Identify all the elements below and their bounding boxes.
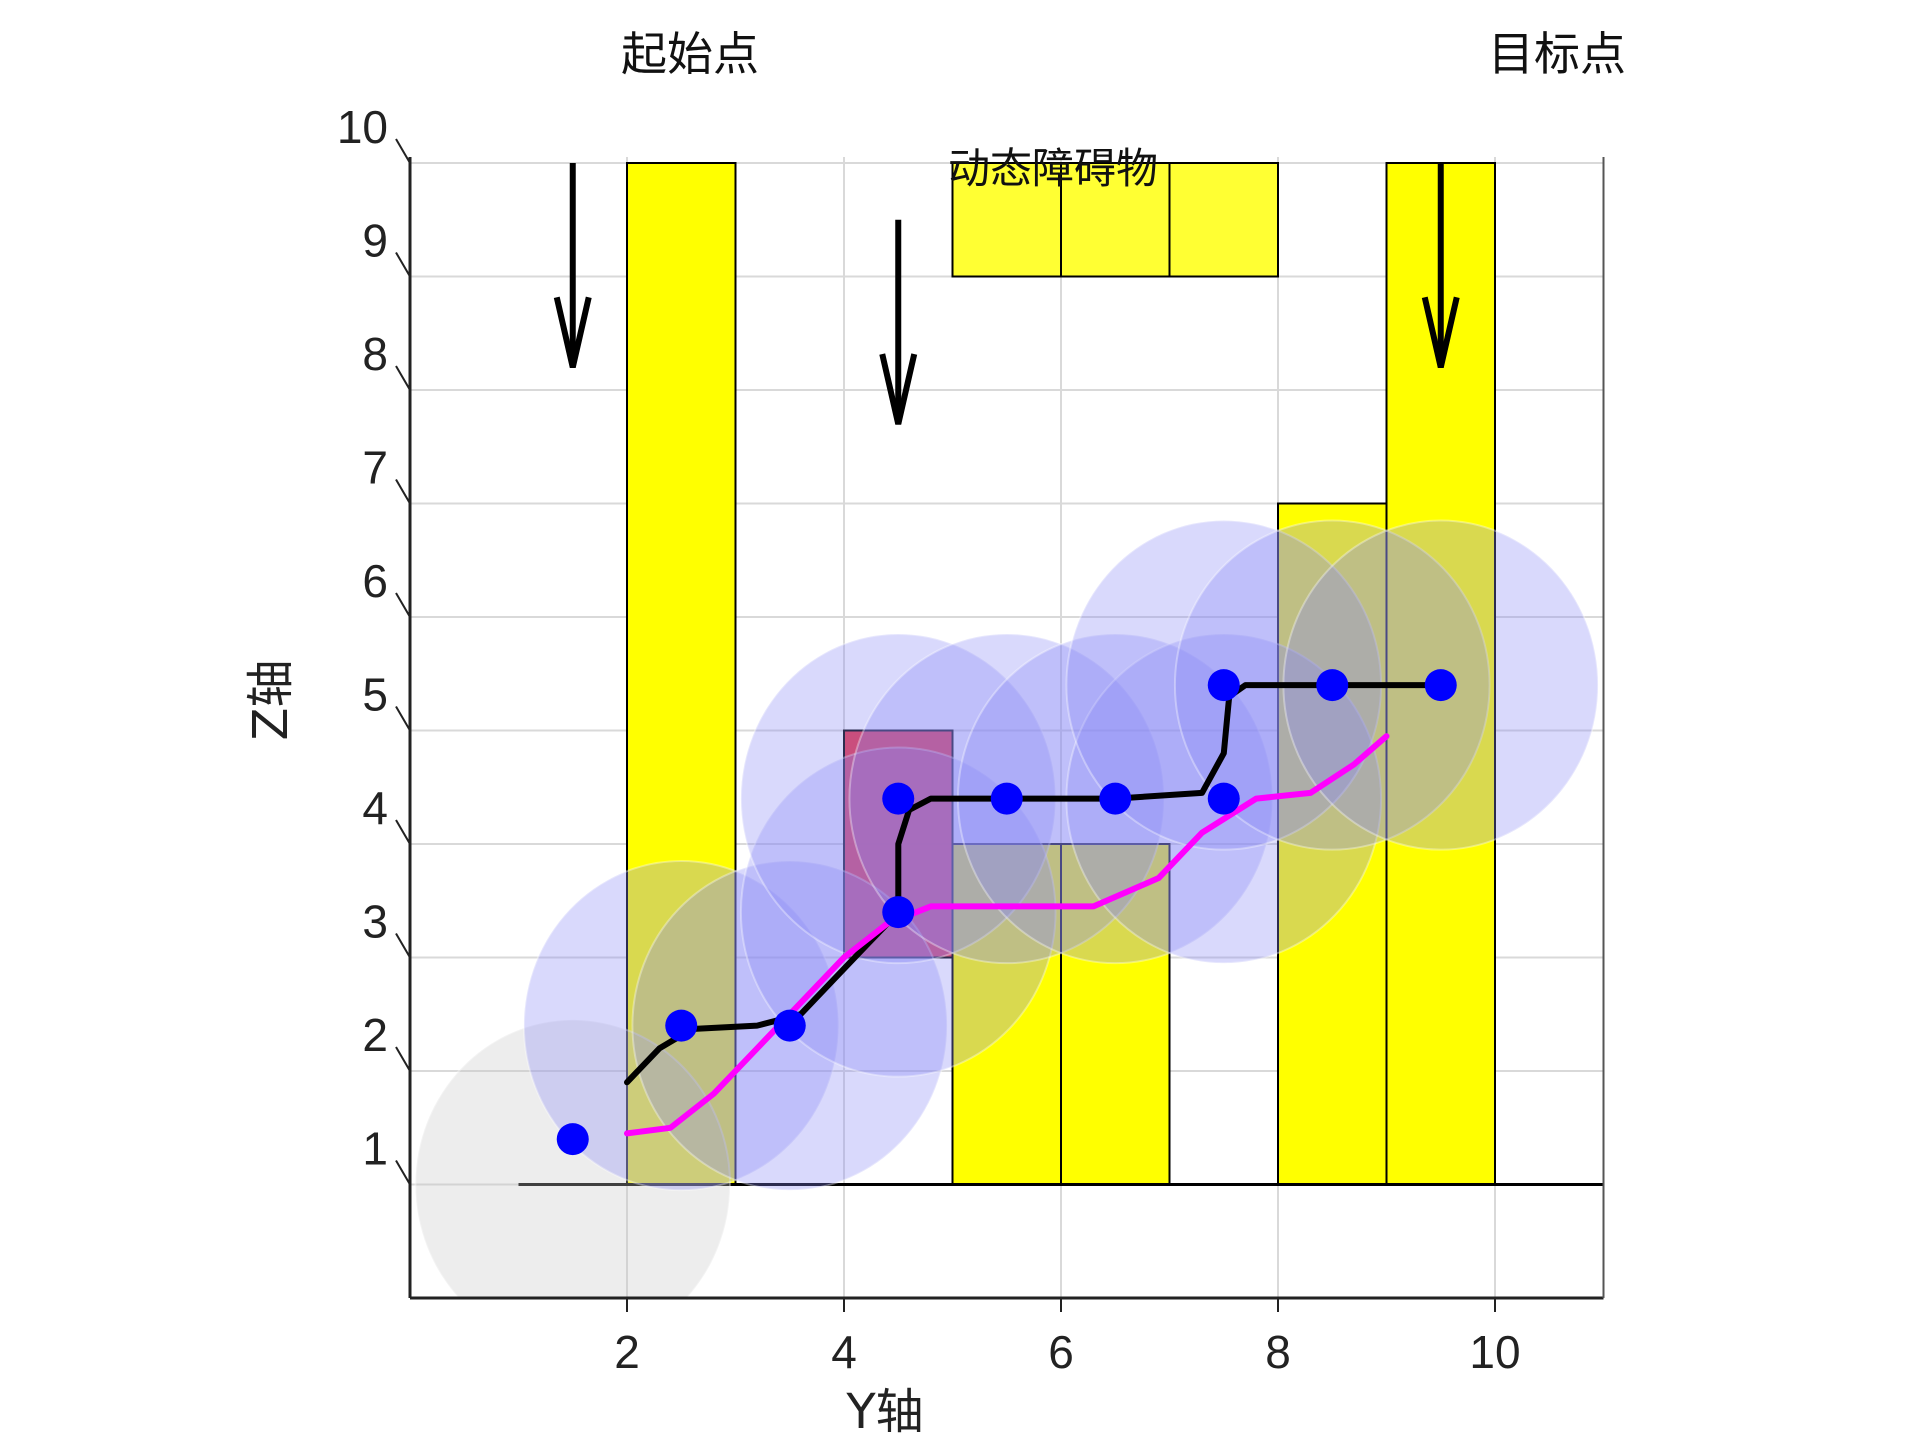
- arrow-head: [1421, 296, 1460, 368]
- waypoint: [1207, 669, 1240, 702]
- x-tick-label: 6: [1048, 1326, 1074, 1378]
- x-tick-label: 10: [1469, 1326, 1520, 1378]
- dynamic-obstacle: [1168, 162, 1279, 278]
- x-tick-label: 4: [831, 1326, 857, 1378]
- z-tick-label: 5: [362, 669, 388, 721]
- z-tick-label: 9: [362, 215, 388, 267]
- static-obstacle: [1060, 843, 1171, 1186]
- z-tick: [395, 1159, 411, 1186]
- y-axis-title: Z轴: [243, 660, 299, 741]
- waypoint: [990, 782, 1023, 815]
- z-tick-label: 3: [362, 896, 388, 948]
- waypoint: [556, 1123, 589, 1156]
- arrow-head: [553, 296, 592, 368]
- z-tick: [395, 138, 411, 164]
- waypoint: [1424, 669, 1457, 702]
- safety-sphere: [414, 1018, 732, 1298]
- z-tick: [395, 819, 411, 845]
- x-axis-title: Y轴: [845, 1384, 923, 1440]
- dynamic-obstacle: [951, 162, 1062, 278]
- dynamic-obstacle: [1060, 162, 1171, 278]
- z-tick-label: 10: [337, 101, 388, 153]
- waypoint: [773, 1009, 806, 1042]
- waypoint: [1099, 782, 1132, 815]
- z-tick: [395, 478, 411, 505]
- z-tick-label: 2: [362, 1009, 388, 1061]
- waypoint: [882, 782, 915, 815]
- z-tick-label: 4: [362, 782, 388, 834]
- z-tick: [395, 1046, 411, 1072]
- target-point-label: 目标点: [1488, 27, 1626, 81]
- z-tick-label: 1: [362, 1123, 388, 1175]
- arrows: [553, 163, 1460, 425]
- static-obstacles: [518, 162, 1604, 1186]
- waypoint: [882, 896, 915, 929]
- z-tick: [395, 592, 411, 618]
- x-tick-label: 2: [614, 1326, 640, 1378]
- z-tick: [395, 932, 411, 959]
- z-tick: [395, 251, 411, 278]
- z-tick: [395, 365, 411, 391]
- dynamic-obstacle-label: 动态障碍物: [948, 144, 1158, 193]
- waypoint: [1316, 669, 1349, 702]
- smoothed-path: [624, 733, 1390, 1137]
- start-point-label: 起始点: [621, 27, 759, 81]
- arrow-head: [879, 353, 918, 425]
- z-tick-label: 8: [362, 328, 388, 380]
- z-tick: [395, 705, 411, 732]
- x-tick-label: 8: [1265, 1326, 1291, 1378]
- waypoint: [1207, 782, 1240, 815]
- z-tick-label: 6: [362, 555, 388, 607]
- static-obstacle: [1277, 502, 1388, 1186]
- waypoints: [556, 669, 1457, 1156]
- waypoint: [665, 1009, 698, 1042]
- z-tick-label: 7: [362, 442, 388, 494]
